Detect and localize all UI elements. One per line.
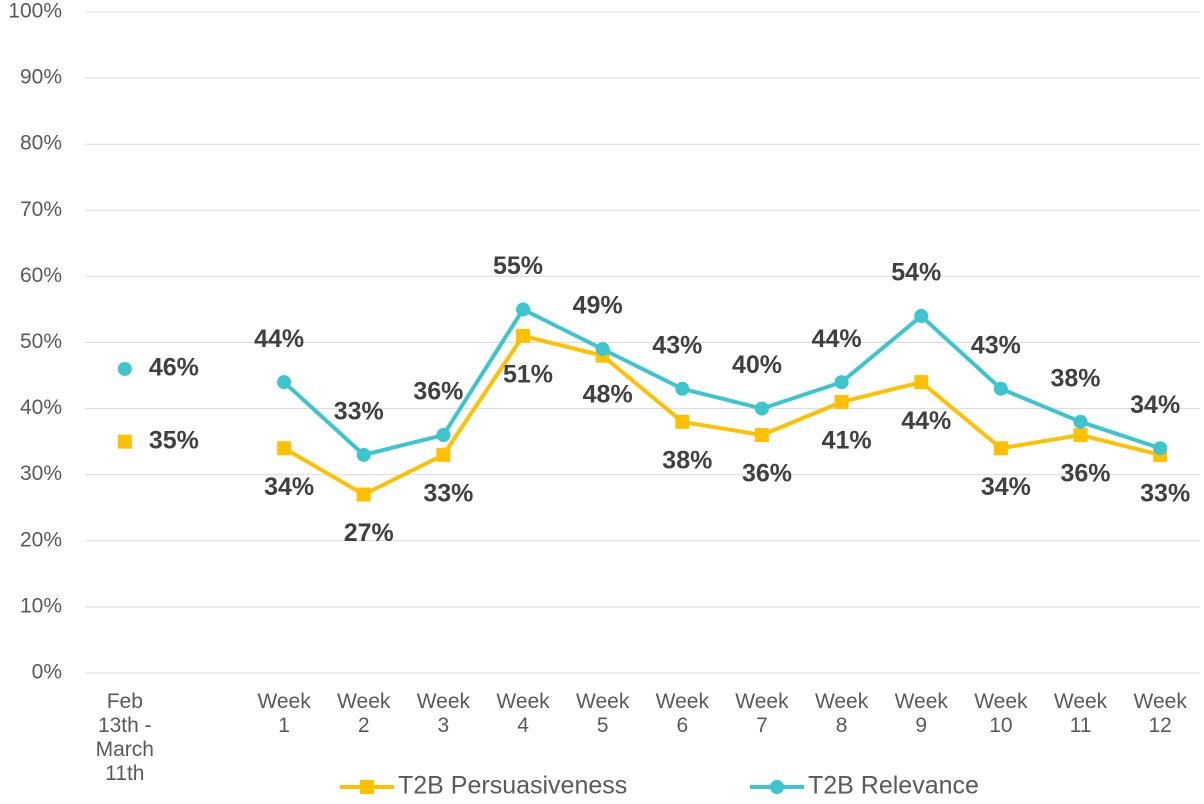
data-point (436, 428, 451, 443)
data-point (516, 302, 531, 317)
data-label: 33% (423, 479, 473, 507)
legend-marker (770, 780, 784, 794)
y-tick-label: 0% (32, 661, 62, 684)
data-label: 38% (1051, 364, 1101, 392)
data-point (675, 414, 690, 429)
data-point (117, 434, 132, 449)
y-tick-label: 70% (20, 198, 62, 221)
data-label: 36% (742, 460, 792, 488)
data-label: 33% (334, 397, 384, 425)
series-line (282, 307, 1161, 457)
legend-label: T2B Persuasiveness (398, 772, 627, 800)
legend-label: T2B Relevance (808, 772, 979, 800)
y-tick-label: 30% (20, 462, 62, 485)
data-label: 36% (1061, 460, 1111, 488)
data-label: 34% (1130, 391, 1180, 419)
series-line (283, 333, 1161, 497)
data-point (1073, 414, 1088, 429)
x-tick-label: Week 3 (416, 690, 471, 737)
x-tick-label: Week 5 (576, 690, 630, 737)
data-label: 34% (264, 473, 314, 501)
data-point (914, 375, 929, 390)
data-label: 48% (583, 380, 633, 408)
data-point (1153, 441, 1168, 456)
legend-marker (360, 780, 374, 794)
data-label: 44% (901, 407, 951, 435)
data-point (914, 309, 929, 324)
y-tick-label: 100% (8, 0, 62, 23)
y-tick-label: 80% (20, 132, 62, 155)
data-label: 36% (413, 378, 463, 406)
data-point (834, 375, 849, 390)
data-label: 40% (732, 351, 782, 379)
data-label: 35% (149, 426, 199, 454)
data-point (834, 394, 849, 409)
data-point (993, 381, 1008, 396)
data-label: 38% (662, 446, 712, 474)
data-point (754, 428, 769, 443)
x-tick-label: Week 8 (814, 690, 869, 737)
data-label: 46% (149, 354, 199, 382)
data-label: 55% (493, 252, 543, 280)
x-tick-label: Week 7 (735, 690, 789, 737)
data-point (277, 375, 292, 390)
data-label: 44% (812, 325, 862, 353)
data-label: 49% (573, 292, 623, 320)
data-point (436, 447, 451, 462)
data-point (993, 441, 1008, 456)
y-tick-label: 10% (20, 594, 62, 617)
y-tick-label: 40% (20, 396, 62, 419)
x-tick-label: Week 11 (1053, 690, 1108, 737)
data-label: 43% (652, 331, 702, 359)
y-tick-label: 90% (20, 66, 62, 89)
x-tick-label: Week 9 (894, 690, 948, 737)
data-label: 43% (971, 331, 1021, 359)
y-tick-label: 20% (20, 528, 62, 551)
x-tick-label: Week 1 (257, 690, 311, 737)
data-label: 41% (822, 427, 872, 455)
data-point (356, 487, 371, 502)
data-point (356, 447, 371, 462)
data-label: 44% (254, 325, 304, 353)
x-tick-label: Week 12 (1133, 690, 1187, 737)
data-point (1073, 428, 1088, 443)
data-point (277, 441, 292, 456)
data-label: 54% (891, 259, 941, 287)
data-label: 51% (503, 360, 553, 388)
data-point (516, 328, 531, 343)
x-tick-label: Week 4 (496, 690, 550, 737)
data-point (754, 401, 769, 416)
y-tick-label: 50% (20, 330, 62, 353)
x-tick-label: Week 2 (337, 690, 391, 737)
data-point (117, 361, 132, 376)
x-tick-label: Feb 13th - March 11th (95, 690, 154, 785)
x-tick-label: Week 6 (655, 690, 709, 737)
data-point (675, 381, 690, 396)
data-point (595, 342, 610, 357)
x-tick-label: Week 10 (974, 690, 1028, 737)
y-tick-label: 60% (20, 264, 62, 287)
data-label: 27% (344, 519, 394, 547)
data-label: 33% (1140, 479, 1190, 507)
data-label: 34% (981, 473, 1031, 501)
